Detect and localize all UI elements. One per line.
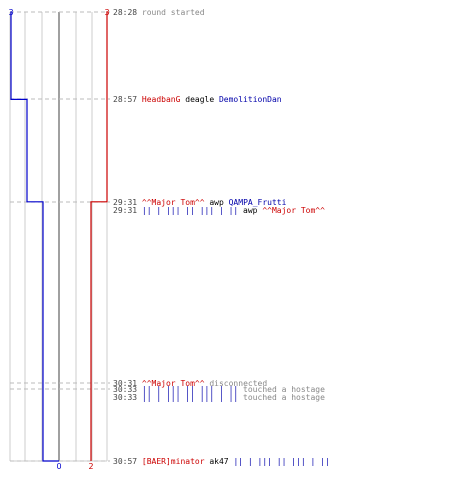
event-text: ak47 bbox=[205, 457, 229, 466]
event-text: touched a hostage bbox=[238, 385, 325, 394]
event-text: ^^Major Tom^^ bbox=[258, 206, 326, 215]
event-text: || | ||| || ||| | || bbox=[229, 457, 330, 466]
blue-team-line bbox=[10, 12, 59, 462]
tick-label: 0 bbox=[56, 462, 61, 471]
event-line: 30:33 || | ||| || ||| | || touched a hos… bbox=[113, 385, 325, 394]
red-team-line bbox=[90, 12, 108, 461]
event-line: 30:57 [BAER]minator ak47 || | ||| || |||… bbox=[113, 457, 330, 466]
tick-labels: 3 3 0 2 bbox=[8, 8, 109, 471]
event-text: ^^Major Tom^^ bbox=[142, 198, 205, 207]
event-line: 29:31 ^^Major Tom^^ awp QAMPA_Frutti bbox=[113, 198, 287, 207]
event-text: || | ||| || ||| | || bbox=[142, 385, 238, 394]
event-text: || | ||| || ||| | || bbox=[142, 393, 238, 402]
event-time: 28:28 bbox=[113, 8, 142, 17]
event-text: ^^Major Tom^^ bbox=[142, 379, 205, 388]
tick-label: 3 bbox=[8, 8, 13, 17]
event-line: 30:33 || | ||| || ||| | || touched a hos… bbox=[113, 393, 325, 402]
event-time: 30:31 bbox=[113, 379, 142, 388]
event-time: 30:57 bbox=[113, 457, 142, 466]
event-text: touched a hostage bbox=[238, 393, 325, 402]
event-log: 28:28 round started 28:57 HeadbanG deagle… bbox=[113, 8, 330, 466]
event-text: HeadbanG bbox=[142, 95, 181, 104]
event-time: 29:31 bbox=[113, 198, 142, 207]
player-grid bbox=[9, 12, 108, 462]
event-text: awp bbox=[205, 198, 224, 207]
event-text: [BAER]minator bbox=[142, 457, 205, 466]
tick-label: 3 bbox=[104, 8, 109, 17]
event-text: round started bbox=[142, 8, 205, 17]
event-text: disconnected bbox=[205, 379, 268, 388]
tick-label: 2 bbox=[88, 462, 93, 471]
event-line: 28:28 round started bbox=[113, 8, 205, 17]
event-time: 30:33 bbox=[113, 385, 142, 394]
event-time: 30:33 bbox=[113, 393, 142, 402]
event-line: 29:31 || | ||| || ||| | || awp ^^Major T… bbox=[113, 206, 325, 215]
event-text: deagle bbox=[180, 95, 214, 104]
event-line: 28:57 HeadbanG deagle DemolitionDan bbox=[113, 95, 282, 104]
event-text: || | ||| || ||| | || bbox=[142, 206, 238, 215]
event-text: awp bbox=[238, 206, 257, 215]
event-text: QAMPA_Frutti bbox=[224, 198, 287, 207]
event-text: DemolitionDan bbox=[214, 95, 282, 104]
event-line: 30:31 ^^Major Tom^^ disconnected bbox=[113, 379, 267, 388]
event-time: 29:31 bbox=[113, 206, 142, 215]
series-lines bbox=[10, 12, 108, 462]
event-time: 28:57 bbox=[113, 95, 142, 104]
